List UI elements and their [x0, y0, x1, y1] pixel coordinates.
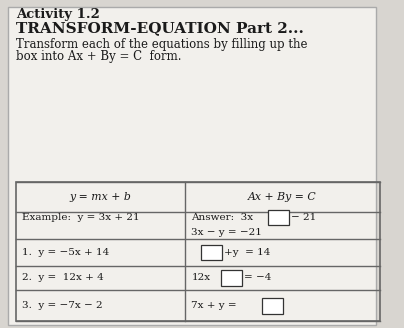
Text: 3x − y = −21: 3x − y = −21: [191, 228, 262, 237]
Text: Activity 1.2: Activity 1.2: [16, 8, 100, 21]
Bar: [221, 270, 242, 286]
Text: = −4: = −4: [244, 274, 271, 282]
Text: 3.  y = −7x − 2: 3. y = −7x − 2: [22, 301, 103, 310]
Text: box into Ax + By = C  form.: box into Ax + By = C form.: [16, 50, 182, 63]
Text: TRANSFORM-EQUATION Part 2...: TRANSFORM-EQUATION Part 2...: [16, 21, 304, 35]
Text: 7x + y =: 7x + y =: [191, 301, 237, 310]
Text: 12x: 12x: [191, 274, 210, 282]
Text: Example:  y = 3x + 21: Example: y = 3x + 21: [22, 213, 140, 222]
Bar: [262, 298, 283, 314]
Text: y = mx + b: y = mx + b: [70, 192, 132, 202]
Text: Transform each of the equations by filling up the: Transform each of the equations by filli…: [16, 38, 308, 51]
Bar: [201, 245, 222, 260]
Text: +y  = 14: +y = 14: [224, 248, 270, 257]
Text: 2.  y =  12x + 4: 2. y = 12x + 4: [22, 274, 104, 282]
Text: − 21: − 21: [291, 213, 316, 222]
Bar: [16, 182, 380, 321]
Bar: [267, 210, 288, 225]
FancyBboxPatch shape: [8, 7, 376, 325]
Text: Ax + By = C: Ax + By = C: [248, 192, 317, 202]
Text: 1.  y = −5x + 14: 1. y = −5x + 14: [22, 248, 109, 257]
Text: Answer:  3x: Answer: 3x: [191, 213, 253, 222]
